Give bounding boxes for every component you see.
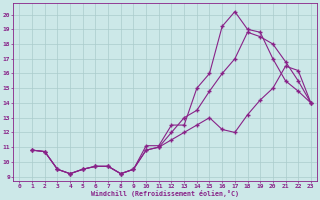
X-axis label: Windchill (Refroidissement éolien,°C): Windchill (Refroidissement éolien,°C) [91,190,239,197]
